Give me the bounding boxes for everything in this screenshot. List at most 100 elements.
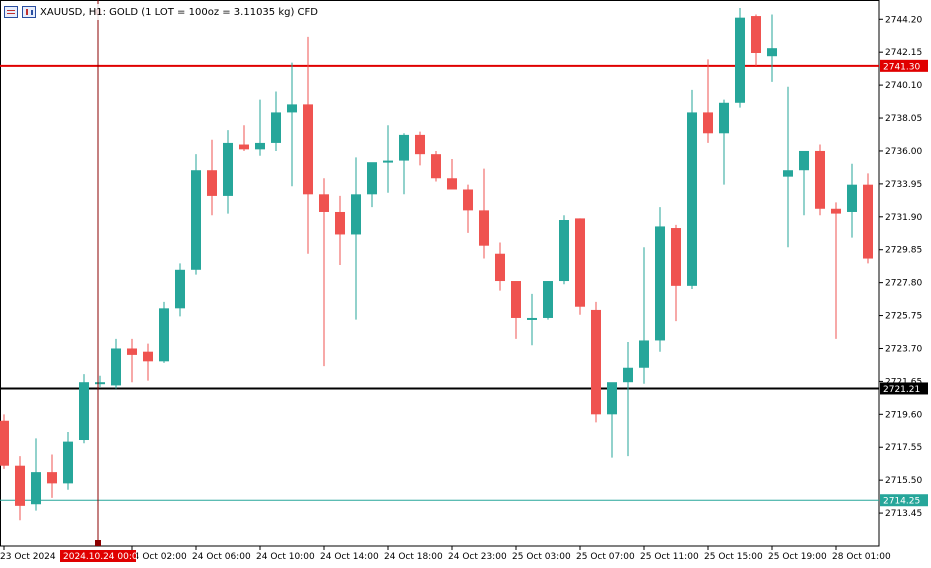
teal-level-price-label: 2714.25 [883, 497, 920, 507]
bull-candle-body[interactable] [95, 382, 105, 385]
y-tick-label: 2723.70 [885, 344, 922, 354]
chart-menu-icon[interactable] [4, 6, 18, 18]
x-tick-label: 25 Oct 15:00 [704, 552, 763, 562]
bear-candle-body[interactable] [479, 210, 489, 246]
chart-title: XAUUSD, H1: GOLD (1 LOT = 100oz = 3.1103… [40, 6, 318, 18]
bear-candle-body[interactable] [415, 134, 425, 155]
bear-candle-body[interactable] [511, 281, 521, 318]
y-tick-label: 2713.45 [885, 509, 922, 519]
bear-candle-body[interactable] [575, 218, 585, 307]
bull-candle-body[interactable] [527, 317, 537, 320]
bear-candle-body[interactable] [495, 253, 505, 282]
y-tick-label: 2744.20 [885, 15, 922, 25]
bear-candle-body[interactable] [447, 178, 457, 190]
bear-candle-body[interactable] [703, 112, 713, 134]
bull-candle-body[interactable] [623, 367, 633, 383]
chart-type-icon[interactable] [22, 6, 36, 18]
y-tick-label: 2738.05 [885, 114, 922, 124]
x-tick-label: 24 Oct 10:00 [256, 552, 315, 562]
bear-candle-body[interactable] [319, 194, 329, 212]
bear-candle-body[interactable] [863, 184, 873, 259]
x-tick-label: 25 Oct 19:00 [768, 552, 827, 562]
bear-candle-body[interactable] [239, 144, 249, 150]
red-level-price-tag [880, 59, 928, 72]
y-tick-label: 2715.50 [885, 476, 922, 486]
bull-candle-body[interactable] [271, 112, 281, 143]
bear-candle-body[interactable] [143, 351, 153, 362]
x-tick-label: 28 Oct 01:00 [832, 552, 891, 562]
y-tick-label: 2719.60 [885, 410, 922, 420]
bull-candle-body[interactable] [543, 281, 553, 318]
crosshair-bottom-handle[interactable] [95, 540, 101, 546]
crosshair-time-tag [60, 550, 136, 562]
x-tick-label: 24 Oct 14:00 [320, 552, 379, 562]
black-level-price-tag [880, 382, 928, 395]
bull-candle-body[interactable] [351, 194, 361, 235]
x-tick-label: 24 Oct 18:00 [384, 552, 443, 562]
red-level-price-label: 2741.30 [883, 62, 920, 72]
bull-candle-body[interactable] [255, 142, 265, 150]
bull-candle-body[interactable] [719, 102, 729, 134]
bull-candle-body[interactable] [783, 170, 793, 177]
y-tick-label: 2717.55 [885, 443, 922, 453]
bear-candle-body[interactable] [207, 170, 217, 196]
y-tick-label: 2742.15 [885, 48, 922, 58]
bear-candle-body[interactable] [591, 309, 601, 415]
bull-candle-body[interactable] [847, 184, 857, 212]
bear-candle-body[interactable] [0, 420, 9, 466]
y-tick-label: 2733.95 [885, 180, 922, 190]
chart-header: XAUUSD, H1: GOLD (1 LOT = 100oz = 3.1103… [4, 4, 318, 20]
bull-candle-body[interactable] [367, 162, 377, 195]
x-tick-label: 24 Oct 23:00 [448, 552, 507, 562]
y-tick-label: 2721.65 [885, 377, 922, 387]
bull-candle-body[interactable] [383, 160, 393, 163]
bear-candle-body[interactable] [15, 465, 25, 506]
bull-candle-body[interactable] [607, 382, 617, 415]
x-tick-label: 25 Oct 03:00 [512, 552, 571, 562]
bear-candle-body[interactable] [815, 150, 825, 209]
bear-candle-body[interactable] [127, 348, 137, 355]
bull-candle-body[interactable] [79, 382, 89, 441]
bull-candle-body[interactable] [655, 226, 665, 341]
bear-candle-body[interactable] [751, 16, 761, 53]
crosshair-time-label: 2024.10.24 00:00 [63, 552, 144, 562]
bull-candle-body[interactable] [799, 150, 809, 171]
bear-candle-body[interactable] [463, 189, 473, 211]
y-tick-label: 2729.85 [885, 246, 922, 256]
bear-candle-body[interactable] [335, 211, 345, 235]
bull-candle-body[interactable] [191, 170, 201, 270]
bull-candle-body[interactable] [735, 17, 745, 103]
bear-candle-body[interactable] [431, 154, 441, 179]
x-tick-label: 24 Oct 02:00 [128, 552, 187, 562]
plot-border [0, 0, 880, 547]
x-tick-label: 23 Oct 2024 [0, 552, 56, 562]
y-tick-label: 2736.00 [885, 147, 922, 157]
bull-candle-body[interactable] [287, 104, 297, 113]
x-tick-label: 25 Oct 07:00 [576, 552, 635, 562]
y-tick-label: 2740.10 [885, 81, 922, 91]
bull-candle-body[interactable] [111, 348, 121, 386]
y-tick-label: 2731.90 [885, 213, 922, 223]
bull-candle-body[interactable] [223, 142, 233, 196]
bull-candle-body[interactable] [63, 441, 73, 484]
bear-candle-body[interactable] [47, 472, 57, 484]
bull-candle-body[interactable] [767, 48, 777, 57]
bull-candle-body[interactable] [399, 134, 409, 161]
bull-candle-body[interactable] [559, 220, 569, 282]
bear-candle-body[interactable] [831, 208, 841, 214]
bull-candle-body[interactable] [159, 308, 169, 362]
y-tick-label: 2725.75 [885, 312, 922, 322]
bull-candle-body[interactable] [31, 472, 41, 505]
bull-candle-body[interactable] [175, 269, 185, 309]
x-tick-label: 24 Oct 06:00 [192, 552, 251, 562]
y-tick-label: 2727.80 [885, 279, 922, 289]
bull-candle-body[interactable] [639, 340, 649, 368]
x-tick-label: 25 Oct 11:00 [640, 552, 699, 562]
bull-candle-body[interactable] [687, 112, 697, 286]
teal-level-price-tag [880, 494, 928, 507]
bear-candle-body[interactable] [303, 104, 313, 195]
bear-candle-body[interactable] [671, 228, 681, 286]
black-level-price-label: 2721.21 [883, 385, 920, 395]
